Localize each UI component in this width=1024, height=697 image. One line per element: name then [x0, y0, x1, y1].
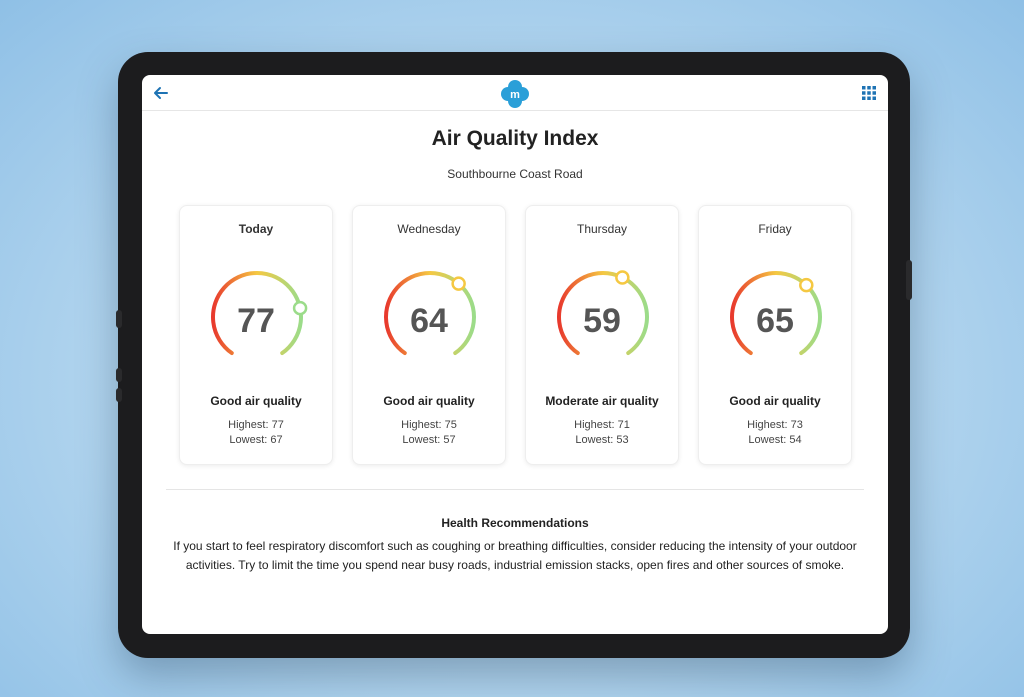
- page-title: Air Quality Index: [431, 127, 599, 150]
- aqi-gauge: [211, 271, 308, 356]
- gauge-indicator: [615, 270, 630, 285]
- forecast-card-wednesday[interactable]: Wednesday 64 Good air quality Highest: 7…: [352, 205, 506, 465]
- highest-value: Highest: 75: [401, 419, 457, 431]
- location-label: Southbourne Coast Road: [447, 167, 583, 181]
- tablet-side-button: [116, 310, 122, 328]
- health-recommendations-text: If you start to feel respiratory discomf…: [173, 539, 857, 572]
- quality-label: Good air quality: [383, 394, 475, 408]
- app-screen: m Air Quality Index Southbourne Coast Ro…: [142, 75, 888, 634]
- app-logo-icon: m: [501, 80, 529, 108]
- forecast-card-friday[interactable]: Friday 65 Good air quality Highest: 73 L…: [698, 205, 852, 465]
- aqi-value: 59: [583, 302, 621, 340]
- back-arrow-icon[interactable]: [152, 84, 170, 102]
- card-day: Today: [238, 222, 274, 236]
- lowest-value: Lowest: 57: [402, 434, 456, 446]
- highest-value: Highest: 71: [574, 419, 630, 431]
- health-recommendations-title: Health Recommendations: [441, 516, 589, 530]
- tablet-side-button: [116, 368, 122, 382]
- card-day: Wednesday: [397, 222, 461, 236]
- card-day: Thursday: [576, 222, 628, 236]
- aqi-gauge: [384, 271, 476, 356]
- aqi-value: 64: [410, 302, 448, 340]
- gauge-arc: [384, 271, 476, 356]
- tablet-side-button: [116, 388, 122, 402]
- logo-letter: m: [510, 89, 520, 101]
- quality-label: Good air quality: [729, 394, 821, 408]
- forecast-card-today[interactable]: Today 77 Good air quality Highest: 77 Lo…: [179, 205, 333, 465]
- gauge-indicator: [451, 276, 466, 291]
- highest-value: Highest: 77: [228, 419, 284, 431]
- quality-label: Good air quality: [210, 394, 302, 408]
- gauge-arc: [557, 271, 649, 356]
- gauge-arc: [211, 271, 303, 356]
- gauge-indicator: [799, 277, 814, 293]
- aqi-gauge: [557, 270, 649, 356]
- aqi-value: 77: [237, 302, 275, 340]
- aqi-value: 65: [756, 302, 794, 340]
- forecast-card-thursday[interactable]: Thursday 59 Moderate air quality Highest…: [525, 205, 679, 465]
- highest-value: Highest: 73: [747, 419, 803, 431]
- apps-grid-icon[interactable]: [862, 86, 876, 100]
- gauge-indicator: [292, 300, 308, 316]
- tablet-side-button: [906, 260, 912, 300]
- top-bar: m: [142, 75, 888, 111]
- lowest-value: Lowest: 67: [229, 434, 283, 446]
- lowest-value: Lowest: 54: [748, 434, 802, 446]
- section-divider: [166, 489, 864, 490]
- card-day: Friday: [758, 222, 792, 236]
- gauge-arc: [730, 271, 822, 356]
- quality-label: Moderate air quality: [545, 394, 659, 408]
- lowest-value: Lowest: 53: [575, 434, 629, 446]
- aqi-gauge: [730, 271, 822, 356]
